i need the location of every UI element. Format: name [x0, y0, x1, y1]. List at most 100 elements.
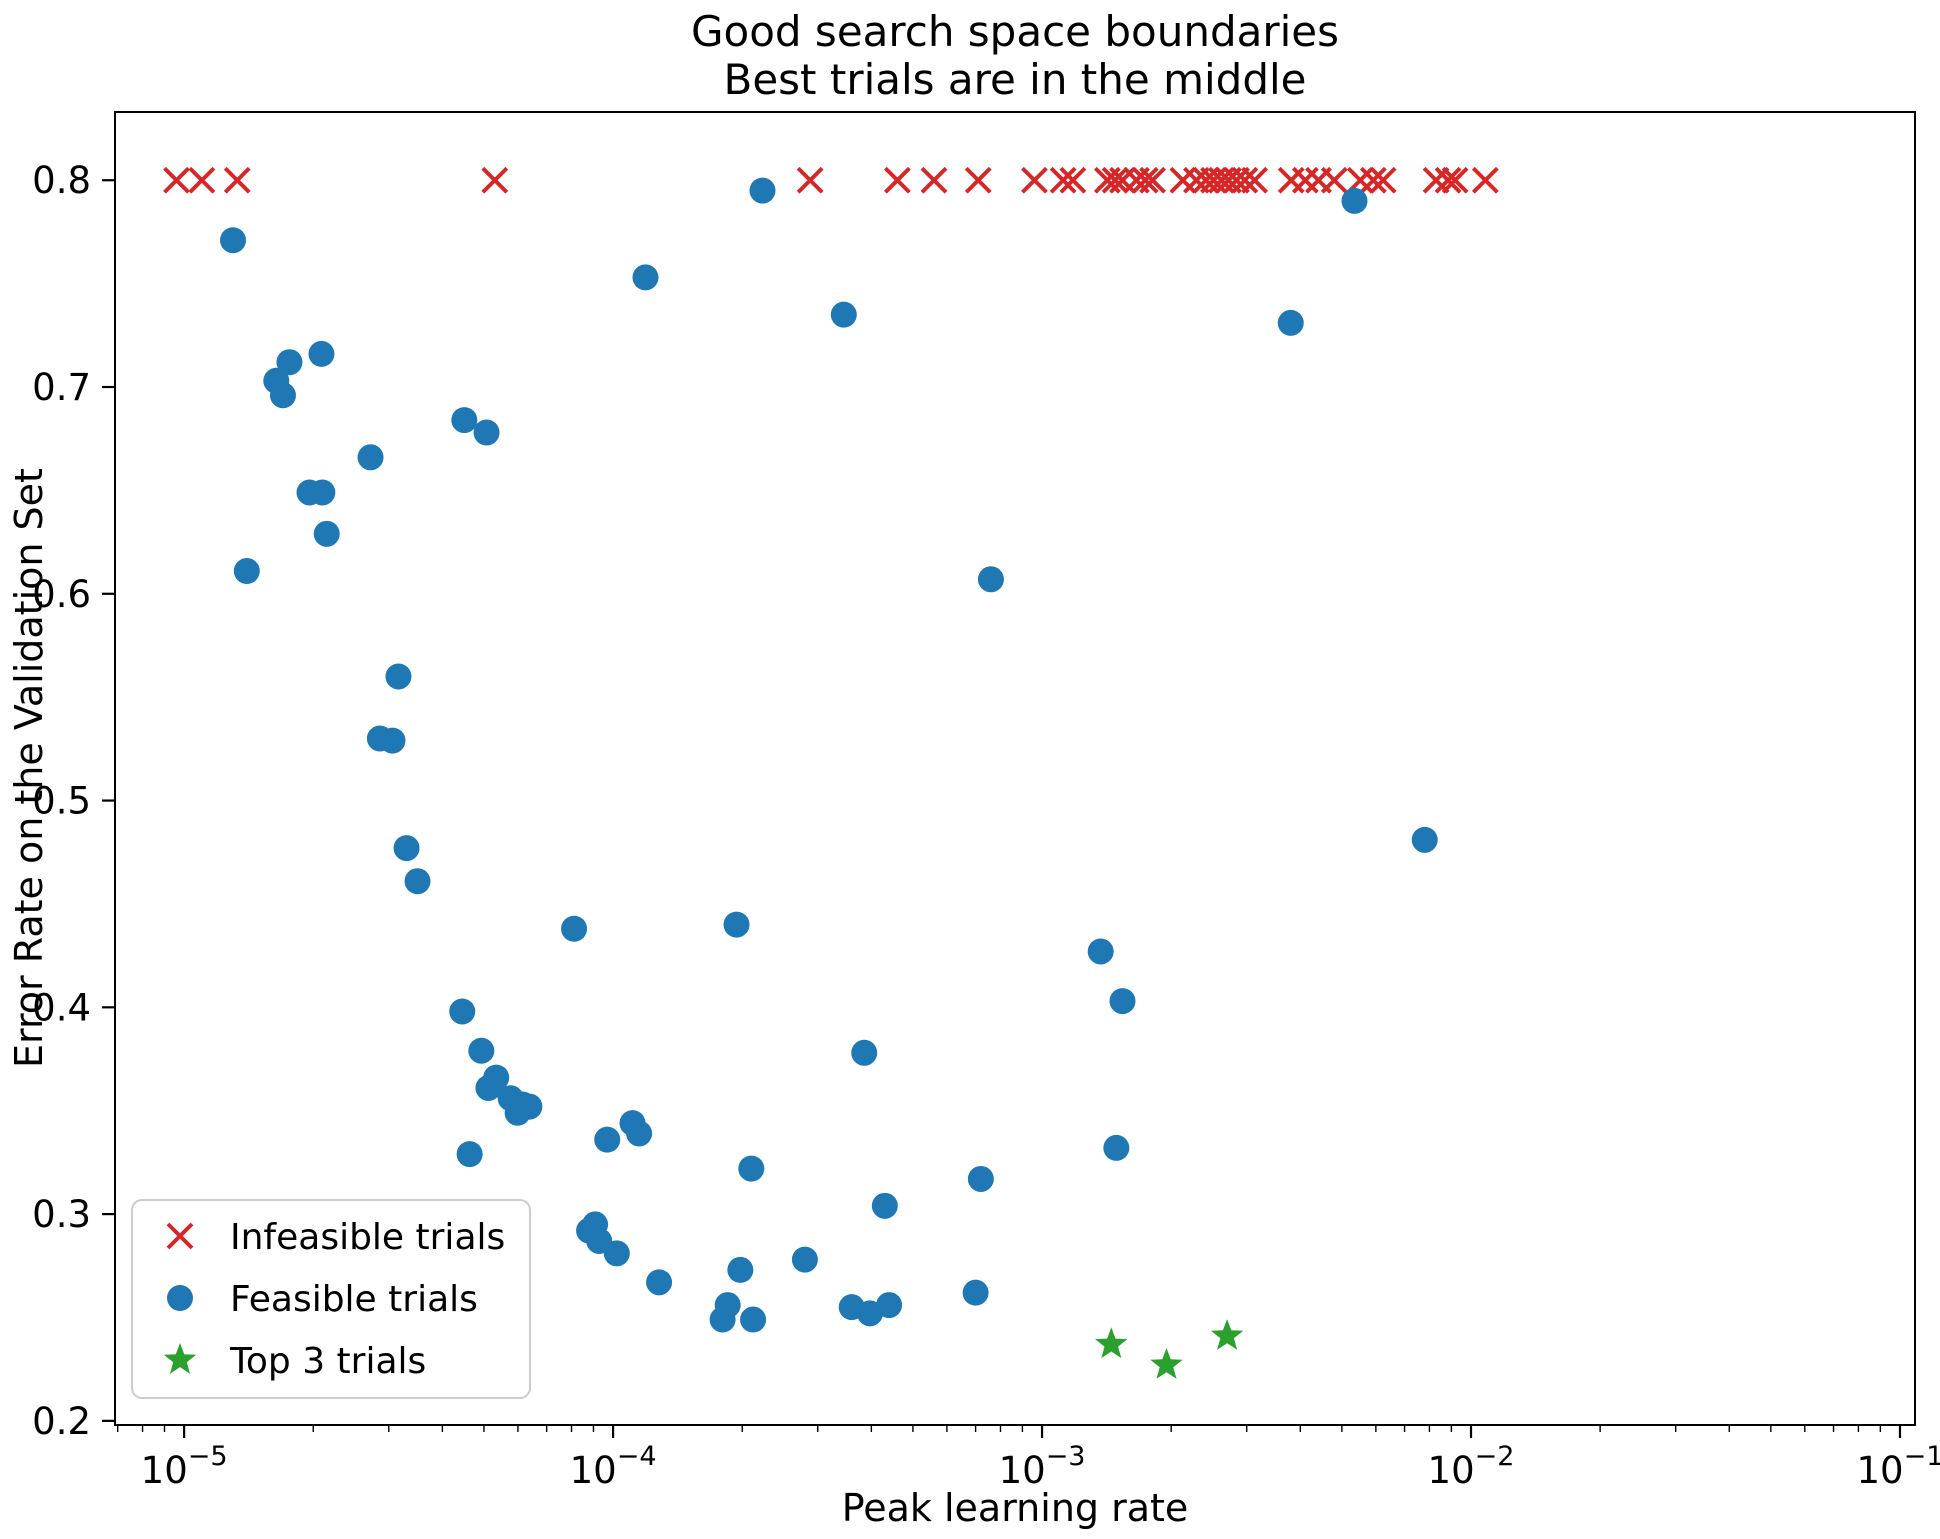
- feasible-trial-marker: [791, 1246, 818, 1273]
- legend-box: [131, 1199, 531, 1399]
- circle-marker-icon: [167, 1285, 193, 1311]
- infeasible-trial-marker: [223, 166, 251, 194]
- legend-label-feasible: Feasible trials: [230, 1279, 478, 1320]
- feasible-trial-marker: [233, 558, 260, 585]
- x-axis-label: Peak learning rate: [842, 1486, 1189, 1530]
- top-trial-marker: [1095, 1327, 1128, 1359]
- feasible-trial-marker: [646, 1269, 673, 1296]
- feasible-trial-marker: [632, 264, 659, 291]
- feasible-trial-marker: [451, 407, 478, 434]
- circle-legend-icon: [167, 1285, 193, 1311]
- plot-area-border: [114, 111, 1916, 1426]
- x-tick-label: 10−2: [1428, 1441, 1515, 1492]
- feasible-trial-marker: [740, 1306, 767, 1333]
- feasible-trial-marker: [830, 301, 857, 328]
- feasible-trial-marker: [404, 868, 431, 895]
- y-axis-label: Error Rate on the Validation Set: [7, 468, 51, 1068]
- feasible-trial-marker: [603, 1240, 630, 1267]
- feasible-trial-marker: [309, 479, 336, 506]
- feasible-trial-marker: [269, 382, 296, 409]
- infeasible-trial-marker: [1369, 166, 1397, 194]
- figure-title-line-1: Good search space boundaries: [691, 7, 1339, 56]
- feasible-trial-marker: [385, 663, 412, 690]
- infeasible-trial-marker: [1422, 166, 1450, 194]
- top-trial-marker: [1210, 1319, 1244, 1350]
- star-marker-icon: [163, 1343, 197, 1374]
- infeasible-trial-marker: [1441, 166, 1469, 194]
- legend-label-infeasible: Infeasible trials: [230, 1217, 505, 1258]
- y-tick-label: 0.4: [32, 986, 91, 1029]
- feasible-trial-marker: [516, 1093, 543, 1120]
- infeasible-trial-marker: [796, 166, 824, 194]
- x-tick-label: 10−4: [570, 1441, 657, 1492]
- y-tick-label: 0.5: [32, 780, 91, 823]
- feasible-trial-marker: [357, 444, 384, 471]
- infeasible-trial-marker: [1049, 166, 1077, 194]
- y-tick-label: 0.6: [32, 573, 91, 616]
- infeasible-trial-marker: [1359, 166, 1387, 194]
- feasible-trial-marker: [871, 1192, 898, 1219]
- feasible-trial-marker: [714, 1292, 741, 1319]
- y-tick-label: 0.2: [32, 1400, 91, 1443]
- feasible-trial-marker: [473, 419, 500, 446]
- infeasible-trial-marker: [883, 166, 911, 194]
- figure-title-line-2: Best trials are in the middle: [724, 55, 1307, 104]
- x-tick-label: 10−1: [1857, 1441, 1940, 1492]
- feasible-trial-marker: [851, 1039, 878, 1066]
- infeasible-trial-marker: [1291, 166, 1319, 194]
- feasible-trial-marker: [483, 1064, 510, 1091]
- infeasible-trial-marker: [1434, 166, 1462, 194]
- feasible-trial-marker: [967, 1165, 994, 1192]
- feasible-trial-marker: [393, 835, 420, 862]
- infeasible-trial-marker: [481, 166, 509, 194]
- feasible-trial-marker: [626, 1120, 653, 1147]
- y-tick-label: 0.3: [32, 1193, 91, 1236]
- infeasible-trial-marker: [1320, 166, 1348, 194]
- feasible-trial-marker: [276, 349, 303, 376]
- legend: Infeasible trials Feasible trials Top 3 …: [131, 1199, 531, 1399]
- infeasible-trial-marker: [163, 166, 190, 194]
- infeasible-trial-marker: [1471, 166, 1499, 194]
- legend-label-top3: Top 3 trials: [229, 1341, 426, 1382]
- feasible-trial-marker: [468, 1037, 495, 1064]
- y-tick-label: 0.7: [32, 366, 91, 409]
- x-marker-icon: [166, 1222, 194, 1250]
- feasible-trial-marker: [749, 177, 776, 204]
- infeasible-trial-marker: [1059, 166, 1087, 194]
- infeasible-trial-marker: [1131, 166, 1159, 194]
- feasible-trial-marker: [379, 727, 406, 754]
- feasible-trial-marker: [561, 915, 588, 942]
- feasible-trial-marker: [449, 998, 476, 1025]
- infeasible-trial-marker: [188, 166, 216, 194]
- feasible-trial-marker: [1277, 309, 1304, 336]
- infeasible-trial-marker: [920, 166, 948, 194]
- feasible-trial-marker: [723, 911, 750, 938]
- infeasible-trial-marker: [1241, 166, 1269, 194]
- feasible-trial-marker: [1103, 1134, 1130, 1161]
- infeasible-trial-marker: [1231, 166, 1259, 194]
- feasible-trial-marker: [308, 340, 335, 367]
- feasible-trial-marker: [1109, 988, 1136, 1015]
- feasible-trial-marker: [220, 227, 247, 254]
- feasible-trial-marker: [727, 1256, 754, 1283]
- feasible-trial-marker: [1087, 938, 1114, 965]
- x-tick-label: 10−5: [141, 1441, 228, 1492]
- feasible-trial-marker: [962, 1279, 989, 1306]
- feasible-trial-marker: [456, 1141, 483, 1168]
- x-legend-icon: [166, 1222, 194, 1250]
- feasible-trial-marker: [594, 1126, 621, 1153]
- feasible-trial-marker: [1341, 187, 1368, 214]
- infeasible-trial-marker: [964, 166, 992, 194]
- y-tick-label: 0.8: [32, 159, 91, 202]
- top-trial-marker: [1150, 1348, 1183, 1379]
- axis-ticks: 10−5 10−4 10−3 10−2 10−1 0.2 0.3 0.4 0.5 0.6 0.7 0.…: [32, 159, 1940, 1492]
- feasible-trial-marker: [738, 1155, 765, 1182]
- infeasible-trial-marker: [1101, 166, 1129, 194]
- star-legend-icon: [163, 1343, 197, 1374]
- feasible-trial-marker: [977, 566, 1004, 593]
- infeasible-trial-marker: [1021, 166, 1048, 194]
- infeasible-trial-marker: [1139, 166, 1166, 194]
- feasible-trial-marker: [876, 1292, 903, 1319]
- feasible-trial-marker: [313, 520, 340, 547]
